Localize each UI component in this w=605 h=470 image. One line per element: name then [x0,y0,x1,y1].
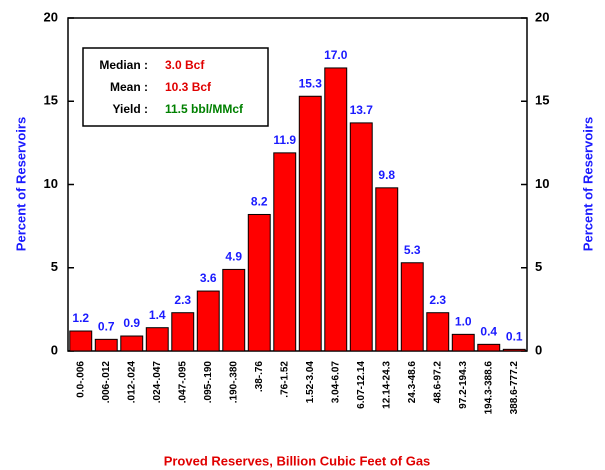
value-label: 2.3 [429,293,446,307]
y-tick-label: 5 [51,259,58,274]
bar [502,348,526,352]
bar [349,122,373,352]
value-label: 5.3 [404,243,421,257]
x-tick-label: 194.3-388.6 [483,361,494,415]
bar [298,95,322,352]
x-tick-label: 12.14-24.3 [381,361,392,409]
value-label: 1.4 [149,308,166,322]
x-tick-label: 24.3-48.6 [407,361,418,404]
y2-axis-label: Percent of Reservoirs [580,117,595,251]
value-label: 2.3 [174,293,191,307]
x-tick-label: .047-.095 [177,361,188,404]
y-tick-label: 0 [51,342,58,357]
y2-tick-label: 10 [535,176,549,191]
stats-box [82,47,269,127]
y-tick-label: 10 [44,176,58,191]
x-tick-label: 1.52-3.04 [305,361,316,404]
bar [273,152,297,352]
value-label: 13.7 [350,103,374,117]
x-tick-label: 6.07-12.14 [356,361,367,409]
x-tick-label: .38-.76 [254,361,265,393]
bar [324,67,348,352]
y2-tick-label: 15 [535,93,549,108]
stat-value: 10.3 Bcf [165,80,212,94]
bar [120,335,144,352]
bar [375,187,399,352]
bar [171,312,195,352]
value-label: 1.0 [455,315,472,329]
y2-tick-label: 0 [535,342,542,357]
y-tick-label: 20 [44,9,58,24]
y2-tick-label: 20 [535,9,549,24]
bar [400,262,424,352]
y2-tick-label: 5 [535,259,542,274]
x-tick-label: 97.2-194.3 [458,361,469,409]
value-label: 0.4 [480,325,497,339]
stat-value: 11.5 bbl/MMcf [165,102,244,116]
bar [196,290,220,352]
x-tick-label: 3.04-6.07 [330,361,341,404]
bar [145,327,169,352]
x-tick-label: .006-.012 [101,361,112,404]
stat-value: 3.0 Bcf [165,58,205,72]
bar [222,268,246,352]
bar [94,338,118,352]
value-label: 9.8 [378,168,395,182]
x-tick-label: .095-.190 [203,361,214,404]
value-label: 0.9 [123,316,140,330]
stat-label: Mean : [110,80,148,94]
x-tick-label: .190-.380 [228,361,239,404]
value-label: 3.6 [200,271,217,285]
value-label: 8.2 [251,195,268,209]
x-tick-label: 48.6-97.2 [432,361,443,404]
x-tick-label: 0.0-.006 [75,361,86,398]
value-label: 15.3 [299,76,323,90]
bar [477,343,501,352]
x-tick-label: .76-1.52 [279,361,290,398]
stat-label: Median : [99,58,148,72]
x-tick-label: .024-.047 [152,361,163,404]
value-label: 0.7 [98,320,115,334]
value-label: 0.1 [506,330,523,344]
bar [451,333,475,352]
value-label: 17.0 [324,48,348,62]
value-label: 1.2 [72,311,89,325]
y-tick-label: 15 [44,93,58,108]
x-axis-label: Proved Reserves, Billion Cubic Feet of G… [164,453,431,468]
x-tick-label: 388.6-777.2 [509,361,520,415]
bar [69,330,93,352]
value-label: 11.9 [273,133,296,147]
value-label: 4.9 [225,250,242,264]
bar [247,213,271,352]
y-axis-label: Percent of Reservoirs [13,117,28,251]
x-tick-label: .012-.024 [126,361,137,404]
bar [426,312,450,352]
stat-label: Yield : [112,102,148,116]
